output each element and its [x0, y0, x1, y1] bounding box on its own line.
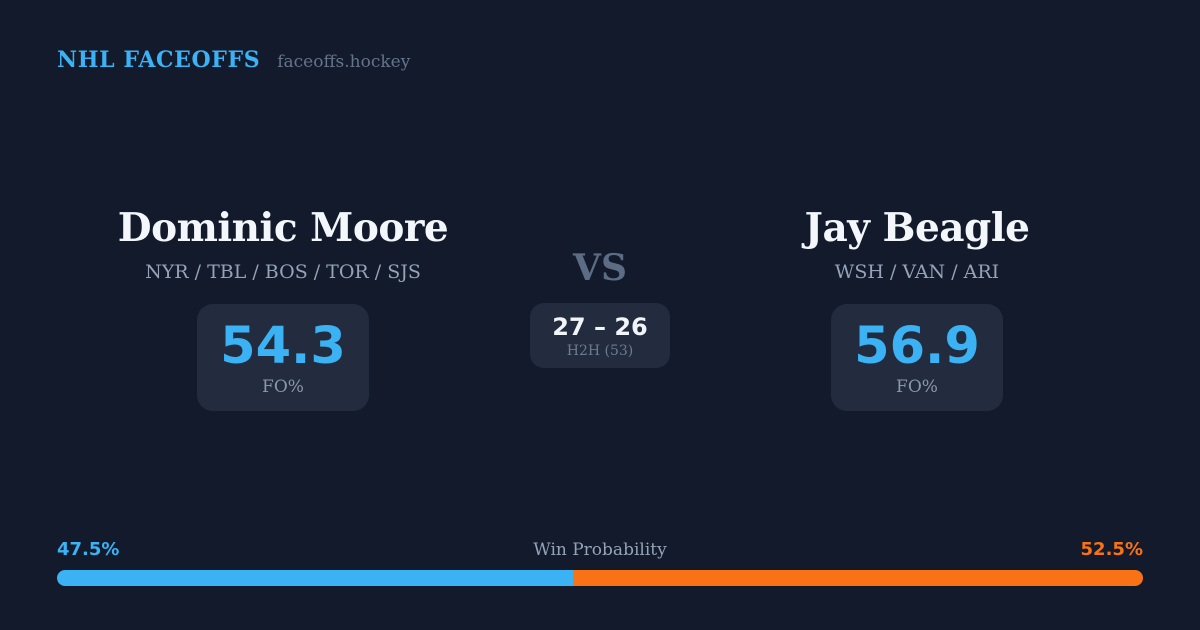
win-bar-right-segment [572, 570, 1143, 586]
versus-column: VS 27 – 26 H2H (53) [450, 205, 750, 369]
win-probability-left-pct: 47.5% [57, 539, 120, 560]
site-url: faceoffs.hockey [277, 52, 411, 72]
player-right-teams: WSH / VAN / ARI [834, 260, 1000, 283]
player-left-name: Dominic Moore [117, 205, 449, 251]
vs-label: VS [573, 247, 627, 289]
win-probability-section: 47.5% Win Probability 52.5% [57, 539, 1143, 586]
player-left-teams: NYR / TBL / BOS / TOR / SJS [145, 260, 421, 283]
h2h-score: 27 – 26 [552, 313, 648, 342]
header: NHL FACEOFFS faceoffs.hockey [57, 47, 410, 73]
win-probability-labels: 47.5% Win Probability 52.5% [57, 539, 1143, 560]
player-right-name: Jay Beagle [804, 205, 1030, 251]
h2h-card: 27 – 26 H2H (53) [530, 303, 670, 369]
win-probability-bar [57, 570, 1143, 586]
win-probability-title: Win Probability [533, 540, 667, 560]
player-right-fo-value: 56.9 [854, 316, 980, 376]
h2h-label: H2H (53) [566, 343, 634, 360]
player-right-stat-card: 56.9 FO% [831, 303, 1003, 411]
player-right-column: Jay Beagle WSH / VAN / ARI 56.9 FO% [634, 205, 1200, 411]
win-probability-right-pct: 52.5% [1080, 539, 1143, 560]
player-left-fo-value: 54.3 [220, 316, 346, 376]
brand-wordmark: NHL FACEOFFS [57, 47, 261, 73]
player-left-stat-card: 54.3 FO% [197, 303, 369, 411]
win-bar-left-segment [57, 570, 573, 586]
player-right-fo-label: FO% [896, 376, 938, 397]
player-left-fo-label: FO% [262, 376, 304, 397]
player-left-column: Dominic Moore NYR / TBL / BOS / TOR / SJ… [0, 205, 566, 411]
